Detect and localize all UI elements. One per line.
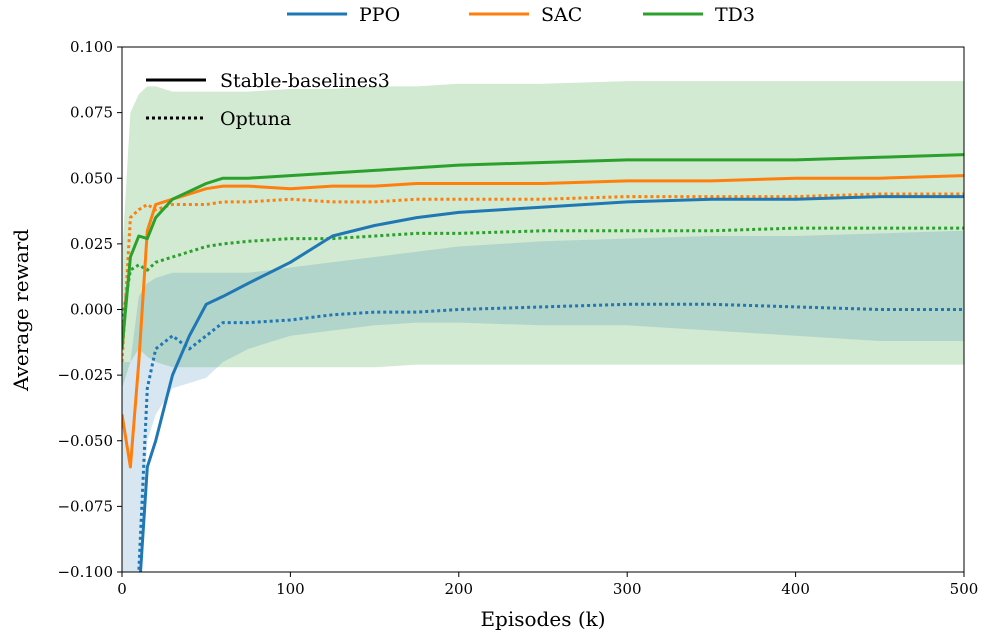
bands-layer <box>122 81 964 572</box>
legend-style-label: Optuna <box>220 108 291 130</box>
legend-algorithms: PPO SAC TD3 <box>287 4 755 26</box>
line-ppo-sb3 <box>138 195 964 572</box>
line-sac-sb3 <box>122 174 964 469</box>
line-sac-optuna <box>122 192 964 363</box>
y-tick-label: −0.075 <box>57 497 113 515</box>
y-tick-label: 0.025 <box>70 235 113 253</box>
series-layer <box>122 153 964 572</box>
legend-styles: Stable-baselines3 Optuna <box>146 70 390 130</box>
y-tick-label: 0.100 <box>70 38 113 56</box>
band-ppo <box>122 230 964 572</box>
y-ticks: −0.100 −0.075 −0.050 −0.025 0.000 0.025 0.050 0… <box>57 38 122 581</box>
line-td3-optuna <box>122 226 964 323</box>
y-tick-label: 0.075 <box>70 104 113 122</box>
x-tick-label: 500 <box>950 580 979 598</box>
x-tick-label: 100 <box>276 580 305 598</box>
y-tick-label: 0.000 <box>70 301 113 319</box>
x-tick-label: 200 <box>444 580 473 598</box>
y-axis-label: Average reward <box>9 229 33 392</box>
x-ticks: 0 100 200 300 400 500 <box>117 572 978 598</box>
x-axis-label: Episodes (k) <box>480 607 605 631</box>
band-td3 <box>122 81 964 389</box>
legend-label-td3: TD3 <box>715 4 755 26</box>
line-ppo-optuna <box>122 302 964 572</box>
x-tick-label: 400 <box>781 580 810 598</box>
y-tick-label: −0.100 <box>57 563 113 581</box>
y-tick-label: −0.050 <box>57 432 113 450</box>
legend-label-ppo: PPO <box>359 4 400 26</box>
x-tick-label: 0 <box>117 580 127 598</box>
line-td3-sb3 <box>122 153 964 350</box>
y-tick-label: 0.050 <box>70 169 113 187</box>
x-tick-label: 300 <box>613 580 642 598</box>
y-tick-label: −0.025 <box>57 366 113 384</box>
legend-label-sac: SAC <box>541 4 582 26</box>
legend-style-label: Stable-baselines3 <box>220 70 390 92</box>
